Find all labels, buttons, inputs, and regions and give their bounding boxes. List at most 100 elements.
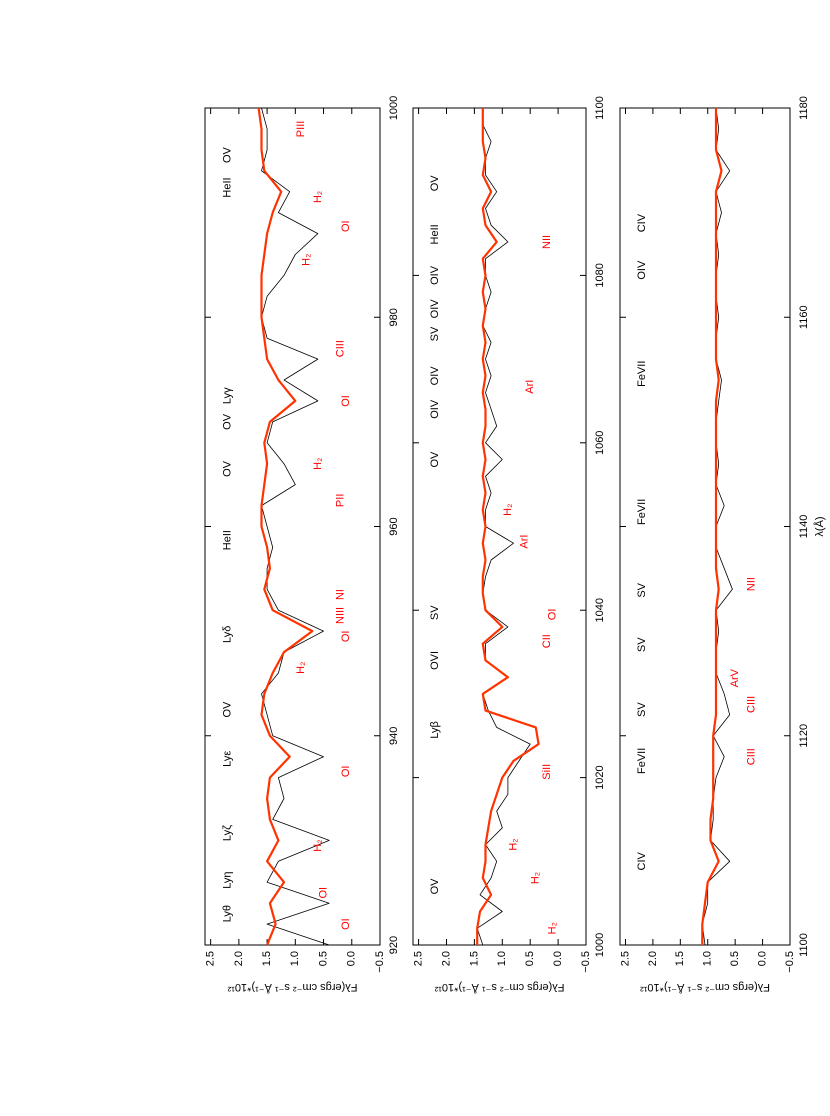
- line-id-label: OV: [429, 878, 441, 895]
- x-tick-label: 1060: [594, 431, 606, 455]
- line-id-label: HeII: [221, 177, 233, 197]
- line-id-label: H₂: [502, 504, 514, 516]
- y-tick-label: 0.5: [317, 951, 329, 966]
- x-tick-label: 1180: [798, 96, 810, 120]
- x-tick-label: 1020: [594, 765, 606, 789]
- y-tick-label: 1.0: [702, 951, 714, 966]
- line-id-label: PIII: [295, 121, 307, 138]
- x-tick-label: 1100: [798, 933, 810, 957]
- line-id-label: ArV: [729, 668, 741, 687]
- line-id-label: OIV: [429, 366, 441, 386]
- observed-spectrum: [701, 107, 733, 946]
- line-id-label: SV: [636, 637, 648, 652]
- line-id-label: CIII: [746, 748, 758, 765]
- line-id-label: FeVII: [636, 499, 648, 525]
- x-tick-label: 940: [388, 727, 400, 745]
- y-tick-label: −0.5: [374, 951, 386, 973]
- y-tick-label: −0.5: [784, 951, 796, 973]
- y-tick-label: 2.5: [205, 951, 217, 966]
- x-tick-label: 1080: [594, 263, 606, 287]
- line-id-label: HeII: [429, 224, 441, 244]
- line-id-label: OIV: [429, 299, 441, 319]
- x-tick-label: 980: [388, 308, 400, 326]
- model-spectrum: [257, 107, 314, 946]
- panel: 1100 1120 1140 1160 1180 −0.5 0.0 0.5 1.0 1.5 2.0 2…: [619, 96, 826, 994]
- line-id-label: H₂: [312, 191, 324, 203]
- x-tick-label: 1040: [594, 598, 606, 622]
- line-id-label: CIII: [334, 340, 346, 357]
- x-tick-label: 1000: [388, 96, 400, 120]
- y-tick-label: 1.0: [289, 951, 301, 966]
- y-tick-label: 0.5: [524, 951, 536, 966]
- x-tick-label: 960: [388, 517, 400, 535]
- y-tick-label: 0.0: [346, 951, 358, 966]
- line-id-label: NII: [541, 235, 553, 249]
- line-id-label: OV: [221, 701, 233, 718]
- y-tick-label: 0.0: [756, 951, 768, 966]
- x-tick-label: 1120: [798, 724, 810, 748]
- y-tick-label: 2.5: [412, 951, 424, 966]
- model-spectrum: [476, 108, 540, 945]
- line-id-label: OI: [340, 766, 352, 778]
- line-id-label: SV: [636, 702, 648, 717]
- panel: 920 940 960 980 1000 −0.5 0.0 0.5 1.0 1.5 2.0 2.5 Fλ…: [204, 96, 400, 994]
- line-id-label: H₂: [546, 922, 558, 934]
- line-id-label: SV: [429, 326, 441, 341]
- line-id-label: Lyγ: [221, 387, 233, 404]
- observed-spectrum: [261, 107, 330, 946]
- line-id-label: Lyζ: [221, 825, 233, 841]
- y-tick-label: 1.5: [468, 951, 480, 966]
- y-tick-label: −0.5: [580, 951, 592, 973]
- plot-frame: [204, 107, 381, 946]
- line-id-label: OIV: [429, 265, 441, 285]
- x-tick-label: 1160: [798, 305, 810, 329]
- line-id-label: NIII: [334, 607, 346, 624]
- line-id-label: OV: [429, 451, 441, 468]
- line-id-label: H₂: [312, 458, 324, 470]
- y-tick-label: 0.0: [552, 951, 564, 966]
- y-tick-label: 2.0: [233, 951, 245, 966]
- line-id-label: CIV: [636, 213, 648, 232]
- line-id-label: OI: [340, 395, 352, 407]
- line-id-label: NII: [746, 577, 758, 591]
- line-id-label: SV: [429, 605, 441, 620]
- y-axis-label: Fλ(ergs cm⁻² s⁻¹ Å⁻¹)*10¹²: [434, 981, 564, 994]
- y-tick-label: 1.5: [261, 951, 273, 966]
- y-axis-label: Fλ(ergs cm⁻² s⁻¹ Å⁻¹)*10¹²: [227, 981, 357, 994]
- line-id-label: CIII: [746, 696, 758, 713]
- line-id-label: OIV: [636, 260, 648, 280]
- rotated-figure: 9209409609801000−0.50.00.51.01.52.02.5Fλ…: [204, 96, 826, 994]
- line-id-label: HeII: [221, 530, 233, 550]
- x-tick-label: 1000: [594, 933, 606, 957]
- line-id-label: OI: [317, 887, 329, 899]
- y-tick-label: 1.0: [496, 951, 508, 966]
- line-id-label: ArI: [519, 535, 531, 549]
- y-tick-label: 0.5: [729, 951, 741, 966]
- line-id-label: NI: [334, 589, 346, 600]
- x-axis-label: λ(Å): [813, 516, 826, 536]
- line-id-label: OV: [221, 146, 233, 163]
- y-tick-label: 2.0: [647, 951, 659, 966]
- line-id-label: FeVII: [636, 748, 648, 774]
- line-id-label: H₂: [295, 662, 307, 674]
- panel: 1000 1020 1040 1060 1080 1100 −0.5 0.0 0.5 1.0 1.5…: [412, 96, 605, 994]
- line-id-label: H₂: [530, 872, 542, 884]
- line-id-label: SV: [636, 582, 648, 597]
- line-id-label: Lyη: [221, 871, 233, 888]
- line-id-label: OVI: [429, 651, 441, 670]
- x-tick-label: 1100: [594, 96, 606, 120]
- line-id-label: Lyθ: [221, 905, 233, 922]
- line-id-label: H₂: [312, 839, 324, 851]
- line-id-label: H₂: [507, 838, 519, 850]
- line-id-label: OV: [221, 413, 233, 430]
- line-id-label: OI: [546, 609, 558, 621]
- line-id-label: OI: [340, 631, 352, 643]
- model-spectrum: [701, 108, 723, 945]
- line-id-label: H₂: [301, 254, 313, 266]
- line-id-label: CIV: [636, 851, 648, 870]
- line-id-label: OIV: [429, 399, 441, 419]
- line-id-label: OI: [340, 220, 352, 232]
- plot-frame: [412, 107, 587, 946]
- line-id-label: ArI: [524, 380, 536, 394]
- line-id-label: OI: [340, 918, 352, 930]
